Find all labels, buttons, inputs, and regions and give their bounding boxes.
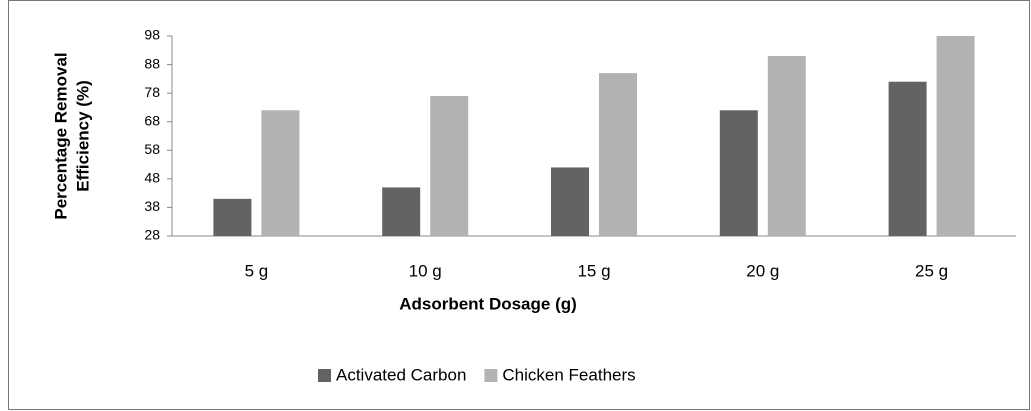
bar	[599, 73, 637, 237]
y-tick-label: 68	[144, 112, 160, 128]
y-tick-label: 38	[144, 198, 160, 214]
bar	[936, 36, 975, 236]
y-tick-label: 58	[144, 141, 160, 157]
bar	[888, 81, 927, 236]
y-axis-title-line: Efficiency (%)	[73, 80, 92, 191]
legend-label: Chicken Feathers	[502, 365, 635, 384]
bar	[551, 167, 589, 236]
legend-swatch	[484, 369, 498, 382]
x-tick-label: 5 g	[245, 261, 269, 280]
bar	[719, 110, 758, 236]
chart-border	[8, 0, 1030, 410]
bar	[767, 56, 806, 236]
x-tick-label: 25 g	[915, 261, 948, 280]
y-tick-label: 88	[144, 55, 160, 71]
y-tick-label: 98	[144, 27, 160, 43]
y-axis-title-line: Percentage Removal	[51, 52, 70, 219]
x-tick-label: 10 g	[409, 261, 442, 280]
y-tick-label: 48	[144, 170, 160, 186]
x-tick-label: 20 g	[746, 261, 779, 280]
legend-swatch	[318, 369, 331, 382]
x-tick-label: 15 g	[577, 261, 610, 280]
y-tick-label: 28	[144, 227, 160, 243]
bar	[430, 96, 469, 236]
y-tick-label: 78	[144, 84, 160, 100]
bar	[213, 198, 252, 236]
legend-label: Activated Carbon	[336, 365, 466, 384]
bar	[261, 110, 300, 236]
bar	[382, 187, 421, 236]
y-axis-title: Percentage Removal Efficiency (%)	[51, 52, 92, 219]
x-axis-title: Adsorbent Dosage (g)	[399, 294, 577, 313]
